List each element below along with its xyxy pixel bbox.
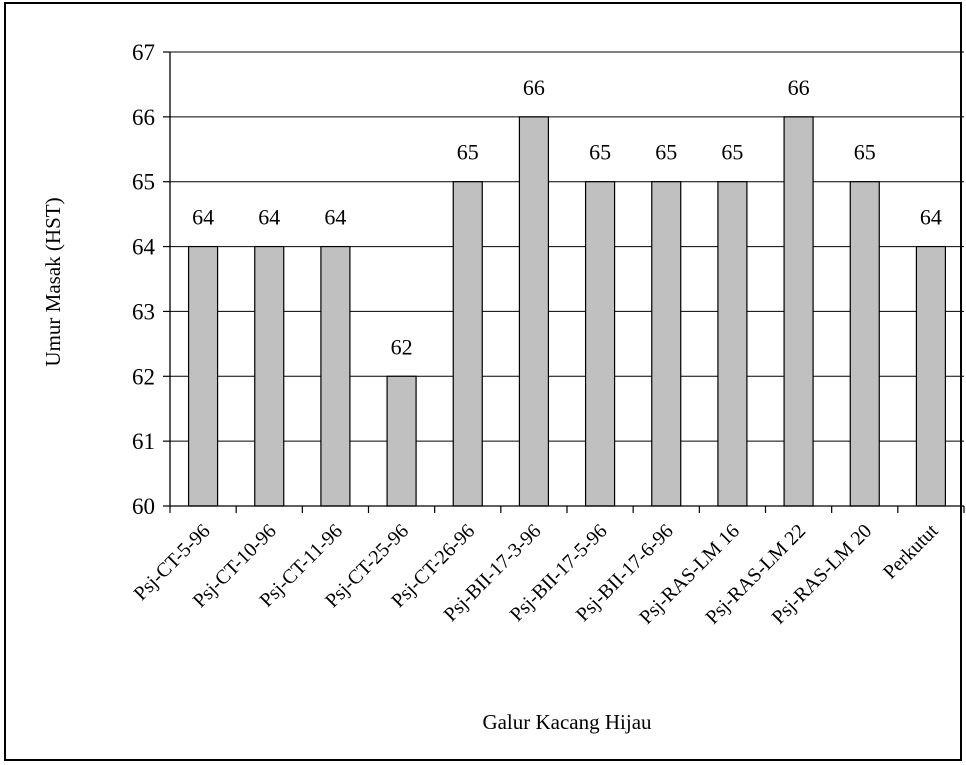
- data-label: 64: [192, 205, 214, 230]
- data-label: 66: [523, 75, 545, 100]
- bar: [584, 181, 616, 507]
- bar: [187, 245, 219, 507]
- y-tick-label: 60: [132, 494, 155, 519]
- bar: [320, 245, 351, 507]
- y-tick-label: 61: [132, 429, 155, 454]
- data-labels: 64 64 64 62 65 66 65 65 65 66 65 64: [192, 75, 942, 359]
- bar: [651, 181, 682, 507]
- y-tick-label: 65: [132, 170, 155, 195]
- data-label: 65: [655, 140, 677, 165]
- bars: [187, 116, 947, 507]
- x-axis-title: Galur Kacang Hijau: [482, 710, 652, 734]
- data-label: 65: [721, 140, 743, 165]
- bar: [518, 116, 550, 507]
- data-label: 64: [258, 205, 280, 230]
- bar: [915, 245, 947, 507]
- data-label: 62: [391, 334, 413, 359]
- bar: [783, 116, 814, 507]
- data-label: 65: [457, 140, 479, 165]
- bar: [452, 181, 483, 507]
- data-label: 65: [854, 140, 876, 165]
- bar: [717, 181, 748, 507]
- y-tick-label: 63: [132, 299, 155, 324]
- bar: [254, 245, 285, 507]
- data-label: 65: [589, 140, 611, 165]
- bar: [386, 375, 417, 507]
- y-tick-label: 66: [132, 105, 155, 130]
- data-label: 64: [324, 205, 346, 230]
- grid-lines: [170, 51, 964, 442]
- y-tick-label: 62: [132, 364, 155, 389]
- data-label: 64: [920, 205, 942, 230]
- y-axis-title: Umur Masak (HST): [41, 197, 65, 366]
- bar: [849, 181, 880, 507]
- y-tick-label: 67: [132, 40, 155, 65]
- data-label: 66: [788, 75, 810, 100]
- axes: [163, 51, 965, 513]
- y-tick-label: 64: [132, 235, 156, 260]
- y-tick-labels: 60 61 62 63 64 65 66 67: [132, 40, 156, 519]
